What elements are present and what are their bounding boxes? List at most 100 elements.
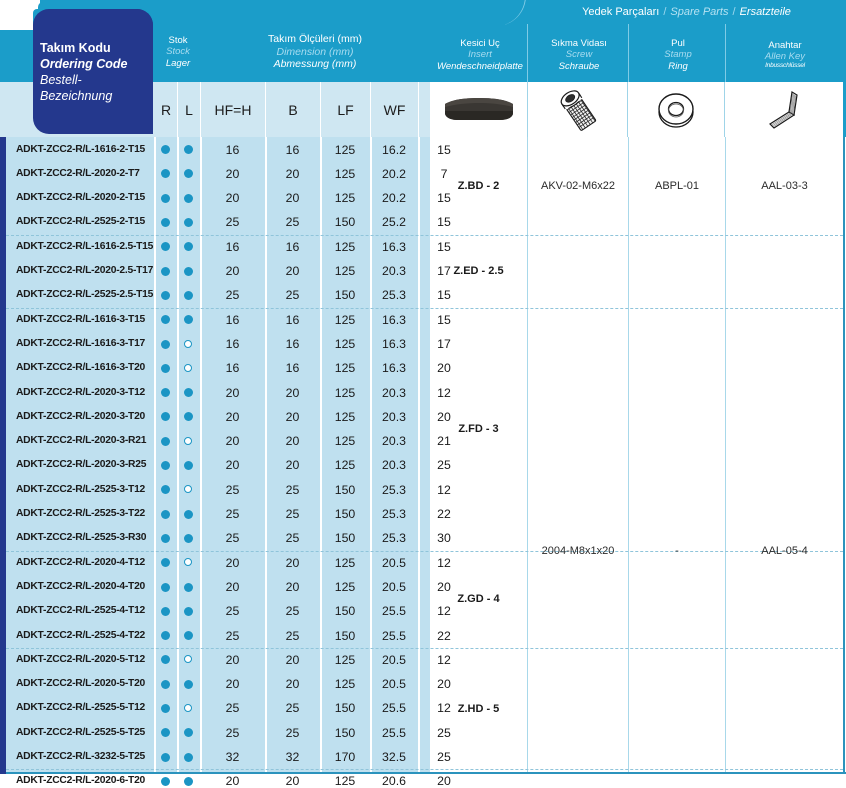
header-screw-de: Schraube [558,60,600,72]
cell-hf: 20 [225,409,240,424]
cell-cdx: 7 [440,166,448,181]
cell-b: 25 [285,725,300,740]
cell-wf: 16.2 [382,142,406,157]
col-sep-screw-ring [628,137,630,773]
stock-dot-r [161,412,170,422]
stock-dot-r [161,655,170,665]
header-stock-de: Lager [165,57,191,69]
cell-lf: 125 [334,652,356,667]
cell-cdx: 20 [437,677,451,692]
cell-b: 20 [285,579,300,594]
insert-code-cell: Z.KD - 6 [430,769,527,788]
cell-cdx: 25 [437,750,451,764]
cell-b: 20 [285,191,300,206]
col-sep-l-hf [200,137,202,773]
stock-dot-l [184,728,193,738]
screw-icon-cell [528,82,628,137]
cell-b: 20 [285,458,300,473]
screw-code-cell: AKV-02-M6x22 [541,180,615,193]
stock-dot-l [184,631,193,641]
cell-wf: 25.5 [382,604,406,619]
ordering-code-cell: ADKT-ZCC2-R/L-2525-3-T22 [16,508,146,519]
cell-cdx: 21 [437,434,451,449]
ordering-code-cell: ADKT-ZCC2-R/L-2020-3-T20 [16,410,146,422]
cell-b: 25 [285,701,300,716]
header-ring-en: Stamp [664,49,692,61]
cell-hf: 20 [225,191,240,206]
cell-hf: 20 [225,458,240,473]
cell-cdx: 25 [437,458,451,473]
cell-cdx: 20 [437,774,451,788]
group-separator [6,234,843,236]
insert-icon [444,97,513,120]
cell-hf: 16 [225,336,240,351]
stock-dot-r [161,461,170,471]
cell-wf: 25.2 [382,215,406,230]
cell-b: 25 [285,507,300,521]
cell-wf: 25.5 [382,628,406,643]
col-sep-ring-allen [725,137,727,773]
cell-hf: 20 [225,555,240,570]
group-separator [6,307,843,309]
cell-hf: 20 [225,166,240,181]
cell-wf: 20.5 [382,677,406,692]
cell-cdx: 15 [437,288,451,303]
cell-lf: 125 [334,239,356,254]
bottom-rule [6,772,846,775]
stock-dot-r [161,339,170,349]
cell-b: 25 [285,482,300,497]
stock-dot-r [161,290,170,300]
cell-lf: 150 [334,215,356,230]
cell-wf: 16.3 [382,312,406,327]
column-header-l: L [178,82,201,137]
group-separator [6,647,843,649]
allen-key-code-cell-merged: AAL-05-4 [761,544,808,557]
cell-cdx: 15 [437,312,451,327]
header-insert-en: Insert [468,49,492,61]
cell-cdx: 22 [437,507,451,521]
cell-cdx: 15 [437,239,451,254]
spare-parts-band: Yedek Parçaları / Spare Parts / Ersatzte… [527,2,846,22]
cell-b: 20 [285,774,300,788]
stock-dot-l [184,169,193,179]
stock-dot-l [184,509,193,519]
stock-dot-l [184,776,193,786]
cell-hf: 25 [225,725,240,740]
header-ring-tr: Pul [671,38,685,50]
stock-dot-l [184,193,193,203]
cell-b: 20 [285,409,300,424]
cell-lf: 125 [334,385,356,400]
cell-lf: 125 [334,142,356,157]
stock-dot-l [184,752,193,762]
ordering-code-cell: ADKT-ZCC2-R/L-2525-2.5-T15 [16,289,154,301]
spare-parts-band-tr: Yedek Parçaları [582,6,660,18]
column-header-b: B [266,82,321,137]
cell-hf: 20 [225,264,240,278]
cell-b: 20 [285,166,300,181]
stock-dot-r [161,485,170,495]
stock-dot-r [161,169,170,179]
stock-dot-r [161,266,170,276]
ordering-code-cell: ADKT-ZCC2-R/L-2020-2-T7 [16,167,140,179]
cell-lf: 125 [334,458,356,473]
ordering-code-cell: ADKT-ZCC2-R/L-1616-2-T15 [16,143,146,155]
cell-cdx: 20 [437,361,451,376]
stock-dot-l [184,218,193,228]
slash-1: / [663,6,667,18]
stock-dot-l [184,655,192,664]
cell-wf: 20.3 [382,409,406,424]
cell-cdx: 17 [437,264,451,278]
column-header-lf: LF [321,82,371,137]
cell-b: 20 [285,677,300,692]
ordering-code-cell: ADKT-ZCC2-R/L-1616-2.5-T15 [16,240,154,252]
col-sep-r-l [177,137,179,773]
header-sep-ring [628,24,630,82]
cell-lf: 150 [334,701,356,716]
header-group-allen-key: Anahtar Allen Key Inbusschlüssel [727,28,843,82]
cell-lf: 125 [334,361,356,376]
ordering-code-cell: ADKT-ZCC2-R/L-1616-3-T17 [16,337,146,349]
header-stock-en: Stock [166,46,190,58]
cell-lf: 150 [334,628,356,643]
cell-b: 25 [285,288,300,303]
cell-b: 20 [285,385,300,400]
